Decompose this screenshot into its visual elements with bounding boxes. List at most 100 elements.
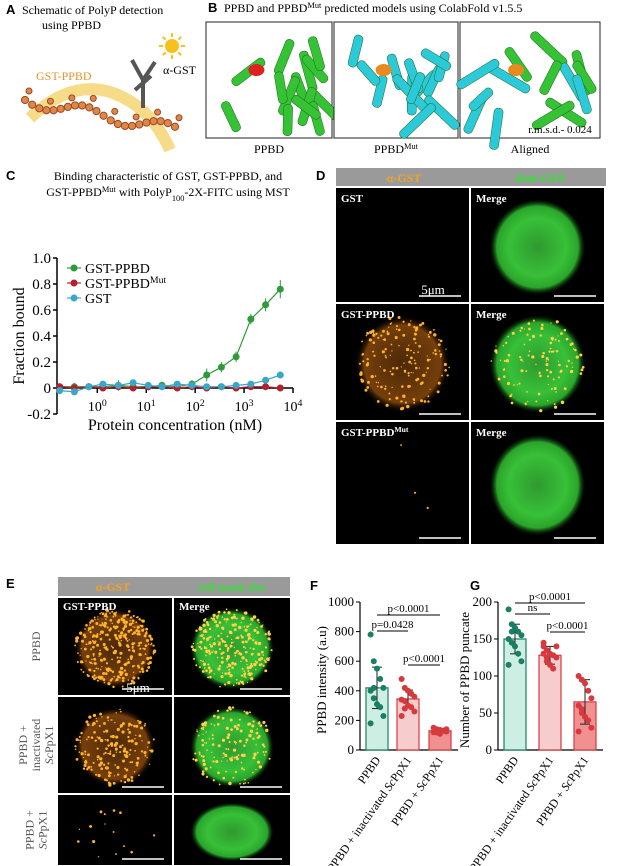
micrograph-dot <box>133 665 136 667</box>
micrograph-dot <box>433 333 437 337</box>
micrograph-dot <box>113 775 116 777</box>
micrograph-dot <box>138 774 140 777</box>
micrograph-dot <box>221 626 225 630</box>
schematic-bead <box>63 102 72 111</box>
y-tick-label: 0.8 <box>32 277 51 293</box>
micrograph-dot <box>201 770 205 773</box>
micrograph-dot <box>136 664 140 668</box>
model-helix <box>282 104 293 136</box>
schematic-bead <box>92 106 101 116</box>
micrograph-dot <box>516 384 518 386</box>
micrograph-dot <box>261 743 265 747</box>
micrograph-dot <box>520 326 523 330</box>
micrograph-dot <box>408 344 410 346</box>
micrograph-dot <box>545 363 549 367</box>
micrograph-dot <box>228 668 231 671</box>
data-point <box>540 639 547 646</box>
micrograph-dot <box>99 649 101 652</box>
micrograph-dot <box>246 625 249 628</box>
schematic-bead <box>99 111 108 120</box>
micrograph-dot <box>201 739 205 742</box>
micrograph-dot <box>110 669 113 672</box>
micrograph-dot <box>109 627 113 630</box>
micrograph-dot <box>138 734 142 738</box>
micrograph-dot <box>95 720 98 723</box>
micrograph-dot <box>105 612 108 615</box>
micrograph-dot <box>79 739 82 742</box>
micrograph-dot <box>98 652 102 656</box>
micrograph-dot <box>75 738 79 741</box>
micrograph-dot <box>106 609 110 613</box>
micrograph-dot <box>129 749 132 752</box>
micrograph-dot <box>203 742 206 744</box>
text-part: 10 <box>284 400 298 415</box>
micrograph-dot <box>426 506 429 509</box>
micrograph-dot <box>423 400 427 403</box>
micrograph-dot <box>390 343 393 346</box>
micrograph-dot <box>209 636 212 639</box>
micrograph-dot <box>235 742 238 744</box>
micrograph-dot <box>364 388 368 392</box>
micrograph-dot <box>511 393 513 395</box>
micrograph-dot <box>150 749 154 753</box>
micrograph-dot <box>446 374 449 377</box>
micrograph-dot <box>415 366 418 370</box>
micrograph-dot <box>114 747 118 751</box>
micrograph-dot <box>443 362 447 366</box>
micrograph-dot <box>150 643 152 646</box>
data-point <box>515 650 522 657</box>
micrograph-dot <box>103 730 106 733</box>
micrograph-dot <box>247 632 251 637</box>
micrograph-dot <box>239 652 243 656</box>
micrograph-dot <box>115 749 117 752</box>
micrograph-dot <box>528 338 531 341</box>
data-point <box>70 388 78 396</box>
y-tick-label: 50 <box>479 705 492 720</box>
micrograph-dot <box>115 625 119 629</box>
model-label: Aligned <box>511 142 550 156</box>
text-part: 100 <box>172 194 185 203</box>
micrograph-dot <box>222 651 225 654</box>
panel-title: Schematic of PolyP detection <box>22 3 163 17</box>
micrograph-dot <box>130 779 134 782</box>
micrograph-dot <box>110 645 113 647</box>
micrograph-dot <box>115 678 119 682</box>
micrograph-dot <box>250 662 253 665</box>
x-tick-label: 102 <box>186 398 205 416</box>
micrograph-dot <box>553 386 557 390</box>
micrograph-dot <box>136 625 140 629</box>
micrograph-dot <box>560 332 563 335</box>
micrograph-dot <box>193 657 196 660</box>
micrograph-dot <box>207 663 210 666</box>
micrograph-dot <box>94 618 96 621</box>
text-part: Binding characteristic of GST, GST-PPBD,… <box>54 169 282 183</box>
micrograph-dot <box>539 409 543 413</box>
micrograph-cell <box>190 802 274 862</box>
y-tick-label: 200 <box>473 594 493 609</box>
micrograph-dot <box>540 326 544 330</box>
micrograph-dot <box>83 647 87 651</box>
data-point <box>543 654 550 661</box>
micrograph-dot <box>93 731 96 734</box>
micrograph-dot <box>121 744 124 747</box>
text-part: Mut <box>150 275 167 286</box>
micrograph-dot <box>109 742 114 746</box>
micrograph-dot <box>538 372 541 375</box>
micrograph-dot <box>113 633 117 637</box>
text-part: PpX1 <box>42 726 56 753</box>
micrograph-dot <box>201 722 205 726</box>
micrograph-dot <box>106 716 110 719</box>
micrograph-dot <box>219 685 221 688</box>
micrograph-dot <box>384 385 387 388</box>
header-bar <box>58 577 290 596</box>
micrograph-dot <box>563 387 567 391</box>
schematic-bead <box>120 121 130 131</box>
micrograph-dot <box>211 651 214 654</box>
scale-label: 5μm <box>421 282 445 297</box>
micrograph-dot <box>413 401 416 404</box>
micrograph-dot <box>229 674 233 678</box>
micrograph-dot <box>129 628 133 632</box>
data-point <box>262 383 270 391</box>
micrograph-dot <box>124 672 128 677</box>
micrograph-dot <box>96 679 99 682</box>
